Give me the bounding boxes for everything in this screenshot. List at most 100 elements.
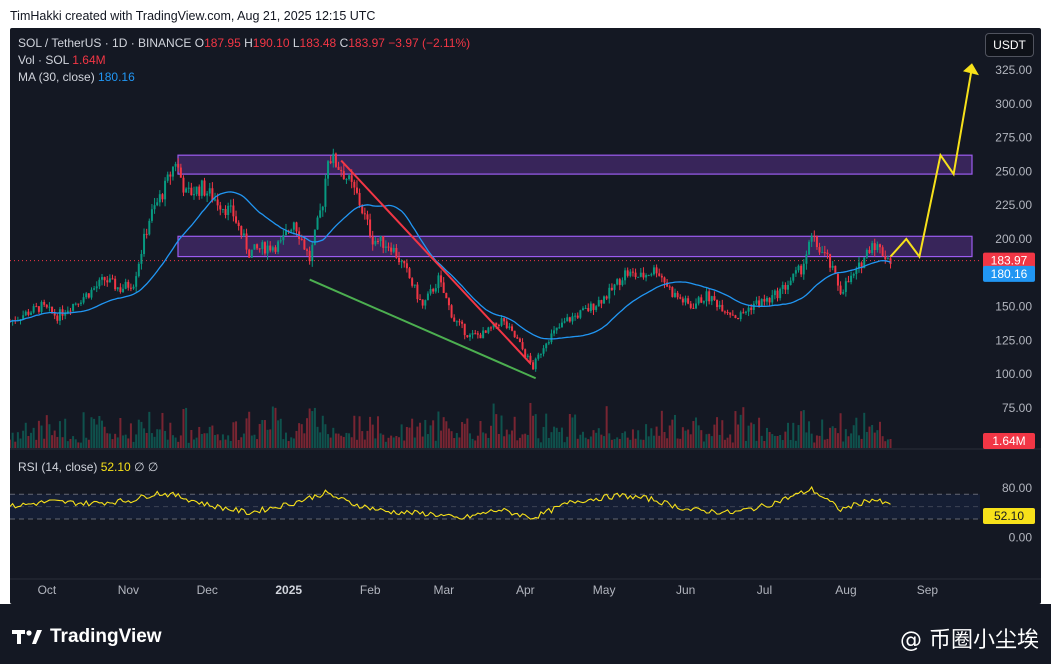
candle-body	[532, 362, 535, 370]
candle-body	[461, 321, 464, 324]
candle-body	[208, 188, 211, 194]
candle-body	[758, 300, 761, 306]
volume-bar	[227, 435, 230, 448]
volume-bar	[300, 424, 303, 448]
price-chart[interactable]: 325.00300.00275.00250.00225.00200.00175.…	[10, 28, 1041, 604]
candle-body	[658, 273, 661, 276]
volume-bar	[634, 438, 637, 448]
candle-body	[98, 279, 101, 287]
candle-body	[500, 318, 503, 326]
volume-bar	[229, 440, 232, 448]
volume-bar	[723, 439, 726, 448]
volume-bar	[145, 432, 148, 448]
volume-bar	[800, 411, 803, 448]
candle-body	[771, 295, 774, 303]
volume-bar	[445, 421, 448, 448]
volume-bar	[655, 426, 658, 448]
rsi-label[interactable]: RSI (14, close)	[18, 460, 98, 474]
candle-body	[24, 311, 27, 316]
descending-resistance-line	[340, 159, 532, 365]
candle-body	[166, 174, 169, 181]
candle-body	[584, 307, 587, 309]
volume-bar	[789, 439, 792, 448]
price-tick-label: 75.00	[1002, 401, 1032, 415]
candle-body	[366, 214, 369, 220]
candle-body	[563, 321, 566, 323]
chart-frame[interactable]: 325.00300.00275.00250.00225.00200.00175.…	[10, 28, 1041, 604]
candle-body	[245, 233, 248, 250]
ma-label[interactable]: MA (30, close)	[18, 70, 95, 84]
volume-bar	[713, 424, 716, 448]
volume-bar	[106, 433, 109, 448]
volume-bar	[797, 425, 800, 448]
candle-body	[145, 233, 148, 235]
currency-button[interactable]: USDT	[985, 33, 1034, 57]
volume-bar	[405, 426, 408, 448]
volume-bar	[37, 420, 40, 448]
volume-bar	[652, 435, 655, 448]
volume-bar	[90, 417, 93, 448]
volume-bar	[282, 439, 285, 448]
time-tick-label: Apr	[516, 583, 535, 597]
candle-body	[705, 291, 708, 302]
volume-bar	[868, 426, 871, 448]
volume-bar	[476, 435, 479, 448]
candle-body	[227, 205, 230, 216]
tradingview-logo[interactable]: TradingView	[12, 626, 162, 648]
candle-body	[487, 327, 490, 333]
volume-bar	[579, 434, 582, 448]
candle-body	[797, 265, 800, 271]
candle-body	[48, 306, 51, 308]
volume-bar	[287, 441, 290, 448]
volume-bar	[64, 418, 67, 448]
volume-label[interactable]: Vol · SOL	[18, 53, 69, 67]
candle-body	[440, 275, 443, 283]
candle-body	[750, 307, 753, 311]
volume-bar	[639, 439, 642, 448]
candle-body	[85, 293, 88, 298]
volume-bar	[810, 433, 813, 448]
volume-bar	[676, 438, 679, 448]
volume-bar	[545, 413, 548, 448]
volume-bar	[342, 436, 345, 448]
volume-bar	[10, 439, 11, 448]
candle-body	[174, 163, 177, 167]
candle-body	[808, 241, 811, 255]
symbol-label[interactable]: SOL / TetherUS · 1D · BINANCE	[18, 36, 192, 50]
volume-bar	[450, 431, 453, 448]
volume-bar	[51, 435, 54, 448]
candle-body	[558, 327, 561, 329]
candle-body	[681, 298, 684, 303]
candle-body	[143, 233, 146, 254]
candle-body	[426, 293, 429, 301]
candle-body	[802, 263, 805, 275]
volume-bar	[829, 427, 832, 448]
candle-body	[355, 187, 358, 193]
candle-body	[847, 281, 850, 283]
candle-body	[87, 293, 90, 298]
volume-bar	[219, 440, 222, 448]
candle-body	[568, 317, 571, 322]
volume-bar	[539, 442, 542, 448]
candle-body	[526, 355, 529, 357]
volume-bar	[319, 432, 322, 448]
candle-body	[581, 308, 584, 311]
candle-body	[411, 278, 414, 286]
candle-body	[868, 249, 871, 254]
volume-bar	[765, 427, 768, 448]
volume-bar	[69, 438, 72, 448]
chart-caption: TimHakki created with TradingView.com, A…	[10, 9, 376, 23]
volume-bar	[700, 430, 703, 448]
volume-bar	[369, 416, 372, 448]
volume-bar	[392, 437, 395, 448]
candle-body	[153, 205, 156, 210]
candle-body	[752, 303, 755, 311]
volume-bar	[560, 427, 563, 448]
volume-bar	[129, 423, 132, 448]
volume-bar	[164, 430, 167, 448]
volume-bar	[511, 430, 514, 448]
candle-body	[348, 175, 351, 180]
low-value: 183.48	[299, 36, 337, 50]
candle-body	[834, 265, 837, 275]
candle-body	[103, 277, 106, 281]
